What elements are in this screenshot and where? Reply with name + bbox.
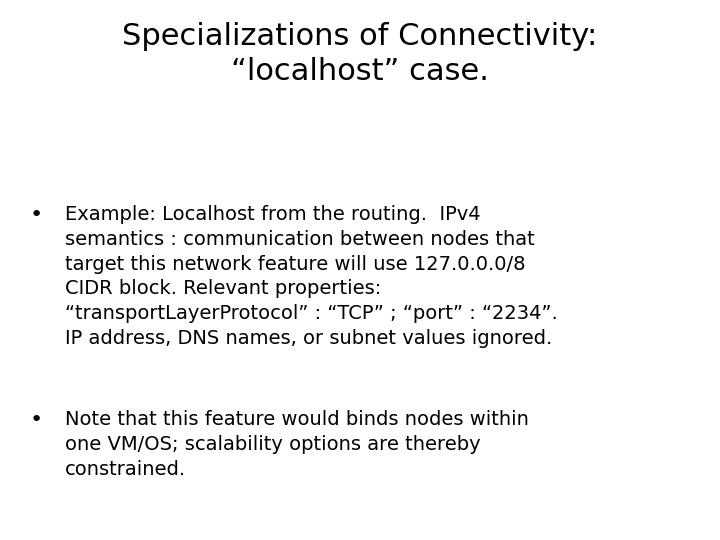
Text: Note that this feature would binds nodes within
one VM/OS; scalability options a: Note that this feature would binds nodes… <box>65 410 528 479</box>
Text: Specializations of Connectivity:
“localhost” case.: Specializations of Connectivity: “localh… <box>122 22 598 86</box>
Text: Example: Localhost from the routing.  IPv4
semantics : communication between nod: Example: Localhost from the routing. IPv… <box>65 205 557 348</box>
Text: •: • <box>30 410 42 430</box>
Text: •: • <box>30 205 42 225</box>
